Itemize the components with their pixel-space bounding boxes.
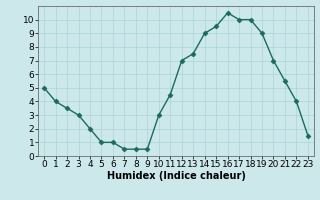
X-axis label: Humidex (Indice chaleur): Humidex (Indice chaleur) <box>107 171 245 181</box>
